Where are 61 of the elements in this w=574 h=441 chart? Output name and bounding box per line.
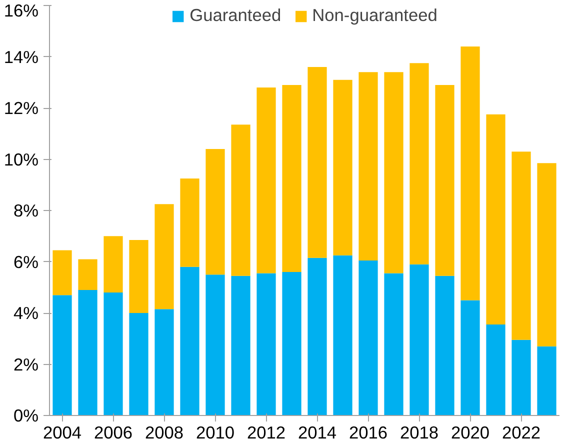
bar: [154, 204, 174, 310]
legend-label: Non-guaranteed: [312, 5, 438, 26]
bar: [333, 255, 352, 416]
x-tick-label: 2016: [348, 422, 388, 441]
bar: [512, 152, 531, 340]
bar: [282, 84, 302, 272]
bar: [104, 292, 123, 416]
x-tick-label: 2008: [144, 422, 184, 441]
bar: [358, 260, 378, 416]
y-tick-label: 6%: [13, 252, 38, 272]
bar: [435, 276, 454, 416]
bar: [308, 67, 327, 258]
bar: [486, 114, 506, 325]
bar: [52, 295, 72, 416]
bar: [180, 266, 200, 416]
bar: [410, 63, 429, 264]
bar: [206, 274, 225, 416]
bar: [52, 250, 72, 296]
x-tick-label: 2014: [298, 422, 337, 441]
bar: [129, 240, 148, 313]
x-tick-label: 2010: [196, 422, 235, 441]
y-tick-label: 16%: [4, 0, 39, 20]
bar: [308, 258, 327, 416]
x-tick-label: 2018: [400, 422, 439, 441]
bar: [460, 300, 480, 416]
bar: [358, 72, 378, 260]
bar: [231, 124, 250, 276]
x-tick-label: 2022: [502, 422, 541, 441]
bar: [78, 290, 98, 416]
y-tick-label: 8%: [13, 200, 38, 220]
bar: [486, 324, 506, 416]
bar: [410, 264, 429, 416]
y-tick-label: 2%: [13, 354, 38, 374]
bar: [384, 273, 404, 416]
bar: [180, 178, 200, 267]
bar: [231, 276, 250, 416]
y-tick-label: 10%: [4, 149, 39, 170]
bar: [537, 163, 556, 346]
bar: [154, 309, 174, 416]
bar: [282, 272, 302, 416]
bar: [104, 236, 123, 292]
x-tick-label: 2006: [94, 422, 133, 441]
x-tick-label: 2020: [450, 422, 490, 441]
bar: [78, 259, 98, 290]
y-tick-label: 12%: [4, 98, 39, 118]
y-tick-label: 14%: [4, 46, 39, 67]
bar: [537, 346, 556, 416]
bar: [333, 80, 352, 256]
legend-label: Guaranteed: [190, 5, 282, 26]
x-tick-label: 2012: [246, 422, 286, 441]
bar: [256, 273, 276, 416]
x-tick-label: 2004: [42, 422, 82, 441]
bar: [129, 313, 148, 416]
bar: [435, 84, 454, 276]
bar: [206, 149, 225, 275]
bar: [256, 88, 276, 274]
y-tick-label: 0%: [13, 406, 38, 426]
bar: [460, 46, 480, 300]
y-tick-label: 4%: [13, 303, 38, 323]
bar: [512, 340, 531, 416]
bar: [384, 72, 404, 274]
